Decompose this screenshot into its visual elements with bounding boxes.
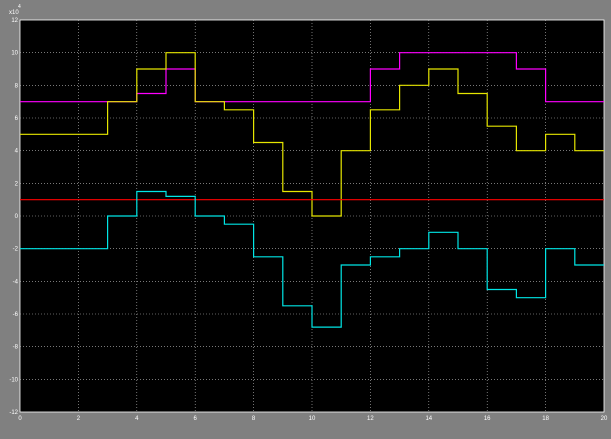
y-tick-label: 12 xyxy=(11,18,18,24)
y-exponent-label: x10 xyxy=(9,10,19,16)
y-tick-label: 10 xyxy=(11,51,18,57)
x-tick-label: 4 xyxy=(135,416,139,422)
y-exponent-power: 4 xyxy=(18,4,21,10)
series-line-1 xyxy=(20,52,604,103)
x-tick-label: 12 xyxy=(367,416,374,422)
y-tick-label: -8 xyxy=(13,345,19,351)
y-tick-label: -4 xyxy=(13,279,19,285)
tick-labels: 0 2 4 6 8 10 12 14 16 18 20 -12 -10 -8 -6 -4 -2 0 2 4 6 8 10 12 xyxy=(9,18,608,422)
x-tick-label: 14 xyxy=(425,416,432,422)
y-tick-label: 8 xyxy=(15,83,19,89)
x-tick-label: 0 xyxy=(18,416,22,422)
y-tick-label: -12 xyxy=(9,410,18,416)
x-tick-label: 18 xyxy=(542,416,549,422)
y-tick-label: -10 xyxy=(9,377,18,383)
x-tick-label: 2 xyxy=(77,416,81,422)
x-tick-label: 6 xyxy=(194,416,198,422)
series-line-4 xyxy=(20,190,604,328)
y-tick-label: 2 xyxy=(15,181,19,187)
y-tick-label: -6 xyxy=(13,312,19,318)
y-tick-label: 0 xyxy=(15,214,19,220)
y-tick-label: -2 xyxy=(13,247,19,253)
series-line-2 xyxy=(20,52,604,217)
x-tick-label: 16 xyxy=(484,416,491,422)
x-tick-label: 8 xyxy=(252,416,256,422)
x-tick-label: 20 xyxy=(601,416,608,422)
y-tick-label: 4 xyxy=(15,149,19,155)
series-layer xyxy=(20,52,604,328)
x-tick-label: 10 xyxy=(309,416,316,422)
y-tick-label: 6 xyxy=(15,116,19,122)
